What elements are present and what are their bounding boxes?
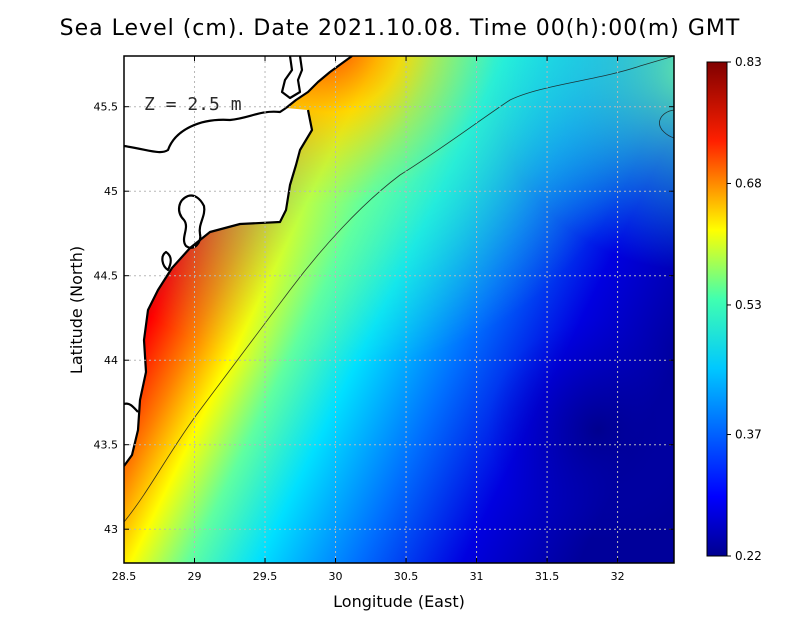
- y-tick-label: 44: [104, 354, 118, 367]
- contour-line: [659, 109, 674, 139]
- y-tick-label: 43.5: [94, 439, 119, 452]
- colorbar-ticks: 0.83 0.68 0.53 0.37 0.22: [727, 55, 762, 563]
- y-tick-label: 44.5: [94, 270, 119, 283]
- x-axis-ticks: 28.5 29 29.5 30 30.5 31 31.5 32: [112, 56, 625, 583]
- contour-line: [124, 56, 674, 523]
- land: [124, 56, 352, 466]
- y-tick-label: 45.5: [94, 101, 119, 114]
- colorbar-tick-label: 0.22: [735, 549, 762, 563]
- plot-frame: [123, 55, 675, 564]
- colorbar-tick-label: 0.37: [735, 428, 762, 442]
- x-tick-label: 28.5: [112, 570, 137, 583]
- y-axis-label: Latitude (North): [67, 246, 86, 374]
- grid-lines: [124, 56, 674, 563]
- y-tick-label: 45: [104, 185, 118, 198]
- colorbar-tick-label: 0.68: [735, 176, 762, 190]
- coastline: [280, 56, 304, 100]
- coastline: [178, 194, 206, 249]
- x-tick-label: 30.5: [394, 570, 419, 583]
- coastline: [124, 402, 139, 413]
- x-tick-label: 29.5: [253, 570, 278, 583]
- colorbar: [706, 61, 728, 557]
- x-tick-label: 30: [329, 570, 343, 583]
- depth-annotation: Z = 2.5 m: [144, 94, 242, 115]
- x-tick-label: 29: [188, 570, 202, 583]
- x-tick-label: 31.5: [535, 570, 560, 583]
- coastline: [161, 250, 172, 272]
- y-axis-ticks: 43 43.5 44 44.5 45 45.5: [94, 101, 674, 536]
- sea-level-field: [124, 56, 674, 563]
- x-axis-label: Longitude (East): [333, 592, 465, 611]
- coastline: [124, 107, 287, 154]
- colorbar-tick-label: 0.83: [735, 55, 762, 69]
- x-tick-label: 31: [470, 570, 484, 583]
- colorbar-tick-label: 0.53: [735, 298, 762, 312]
- y-tick-label: 43: [104, 523, 118, 536]
- x-tick-label: 32: [611, 570, 625, 583]
- plot-title: Sea Level (cm). Date 2021.10.08. Time 00…: [59, 16, 741, 41]
